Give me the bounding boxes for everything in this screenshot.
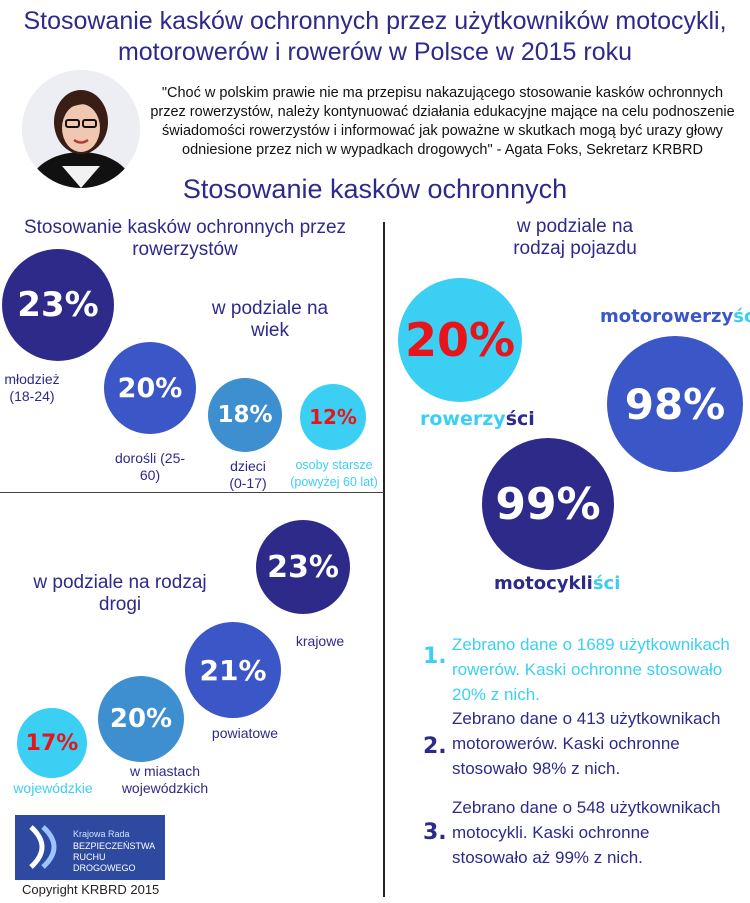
logo-line-1: Krajowa Rada <box>73 829 130 839</box>
avatar <box>22 70 140 188</box>
vehicle-cyclists-label-a: rowerzy <box>420 408 506 430</box>
age-adults-circle: 20% <box>104 342 196 434</box>
page-title: Stosowanie kasków ochronnych przez użytk… <box>23 7 727 66</box>
road-national-value: 23% <box>267 549 339 585</box>
road-voivodeship-value: 17% <box>25 730 79 756</box>
road-voivodeship-label: wojewódzkie <box>13 780 93 796</box>
age-elderly-value: 12% <box>309 405 357 429</box>
vehicle-motorcycle-label: motocykliści <box>494 573 620 594</box>
road-county-label: powiatowe <box>211 725 279 741</box>
vehicle-moped-label-b: ści <box>733 306 750 327</box>
note-2-number: 2. <box>423 734 447 759</box>
vehicle-cyclists-label-b: ści <box>505 408 535 430</box>
note-3-text: Zebrano dane o 548 użytkownikach motocyk… <box>452 798 721 867</box>
road-national-circle: 23% <box>256 520 350 614</box>
vehicle-heading: w podziale na rodzaj pojazdu <box>513 216 637 259</box>
vehicle-motorcycle-label-a: motocykli <box>494 573 593 594</box>
age-youth-label: młodzież (18-24) <box>4 371 60 404</box>
age-children-circle: 18% <box>208 378 282 452</box>
note-3-number: 3. <box>423 820 447 845</box>
age-adults-label: dorośli (25-60) <box>114 450 186 483</box>
vehicle-moped-label: motorowerzyści <box>600 306 750 327</box>
vehicle-motorcycle-circle: 99% <box>482 438 614 570</box>
age-elderly-circle: 12% <box>300 384 366 450</box>
road-heading: w podziale na rodzaj drogi <box>33 572 207 615</box>
quote-text: "Choć w polskim prawie nie ma przepisu n… <box>150 85 735 158</box>
age-children-value: 18% <box>217 402 273 428</box>
person-photo-icon <box>22 70 140 188</box>
krbrd-logo: Krajowa Rada BEZPIECZEŃSTWA RUCHU DROGOW… <box>15 815 165 880</box>
age-children-label: dzieci (0-17) <box>229 458 267 491</box>
note-2-text: Zebrano dane o 413 użytkownikach motorow… <box>452 709 721 778</box>
age-youth-value: 23% <box>17 285 99 325</box>
horizontal-divider <box>0 492 384 493</box>
logo-line-3: RUCHU DROGOWEGO <box>73 852 136 873</box>
road-county-value: 21% <box>199 653 267 687</box>
vertical-divider <box>383 222 385 897</box>
vehicle-cyclists-value: 20% <box>404 313 516 367</box>
age-adults-value: 20% <box>117 372 183 404</box>
note-1-text: Zebrano dane o 1689 użytkownikach roweró… <box>452 635 730 704</box>
vehicle-cyclists-label: rowerzyści <box>420 408 535 430</box>
copyright: Copyright KRBRD 2015 <box>22 882 160 897</box>
road-city-value: 20% <box>109 704 173 734</box>
cyclists-heading: Stosowanie kasków ochronnych przez rower… <box>23 217 347 260</box>
vehicle-moped-label-a: motorowerzy <box>600 306 734 327</box>
road-national-label: krajowe <box>295 633 345 649</box>
section-title: Stosowanie kasków ochronnych <box>182 174 568 204</box>
logo-mark-icon <box>29 825 57 869</box>
age-heading: w podziale na wiek <box>211 298 329 341</box>
road-county-circle: 21% <box>185 622 281 718</box>
road-city-label: w miastach wojewódzkich <box>121 763 209 796</box>
age-youth-circle: 23% <box>2 249 114 361</box>
road-city-circle: 20% <box>98 676 184 762</box>
logo-line-2: BEZPIECZEŃSTWA <box>73 841 156 851</box>
vehicle-moped-value: 98% <box>624 379 726 429</box>
vehicle-motorcycle-value: 99% <box>495 478 601 530</box>
vehicle-cyclists-circle: 20% <box>398 278 522 402</box>
road-voivodeship-circle: 17% <box>17 708 87 778</box>
age-elderly-label: osoby starsze (powyżej 60 lat) <box>290 458 378 489</box>
note-1-number: 1. <box>423 644 447 669</box>
vehicle-moped-circle: 98% <box>607 336 743 472</box>
vehicle-motorcycle-label-b: ści <box>592 573 621 594</box>
